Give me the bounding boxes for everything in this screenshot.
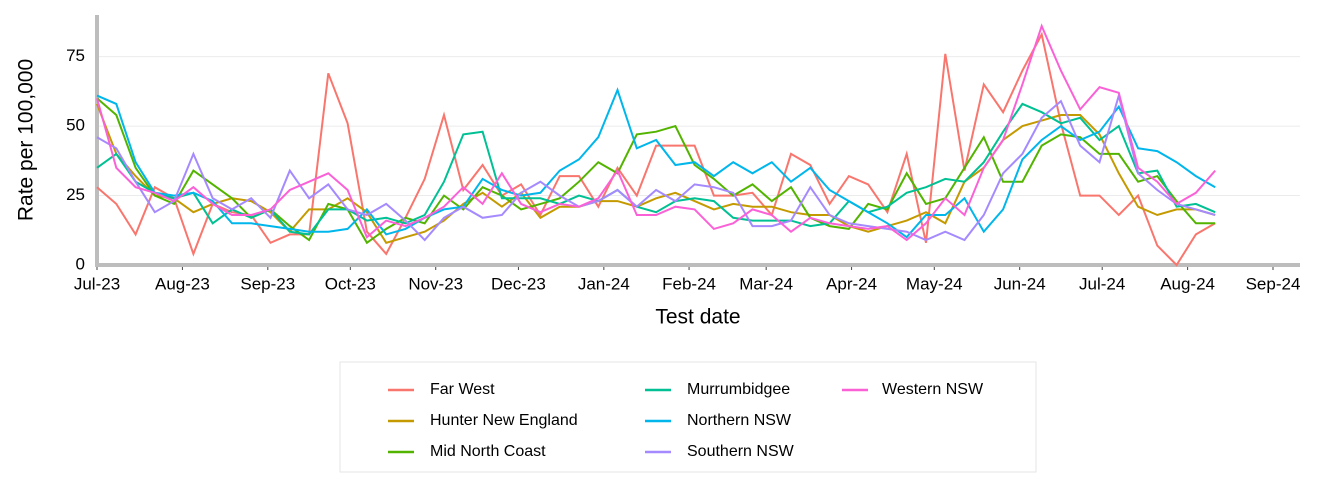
series-line	[96, 102, 1216, 236]
legend-label: Murrumbidgee	[687, 381, 790, 398]
x-tick-label: Oct-23	[325, 274, 376, 293]
y-tick-label: 0	[76, 254, 85, 273]
x-tick-label: Feb-24	[662, 274, 716, 293]
legend-label: Northern NSW	[687, 412, 792, 429]
legend-label: Western NSW	[882, 381, 984, 398]
legend-label: Far West	[430, 381, 495, 398]
series-line	[96, 103, 1216, 244]
x-tick-label: May-24	[906, 274, 963, 293]
x-tick-label: Jan-24	[578, 274, 630, 293]
y-tick-label: 50	[66, 116, 85, 135]
x-tick-label: Apr-24	[826, 274, 877, 293]
x-tick-label: Aug-24	[1160, 274, 1215, 293]
x-tick-label: Dec-23	[491, 274, 546, 293]
series-line	[96, 97, 1216, 245]
x-tick-label: Jul-24	[1079, 274, 1125, 293]
y-tick-label: 25	[66, 185, 85, 204]
legend-label: Mid North Coast	[430, 443, 546, 460]
legend-box	[339, 361, 1037, 473]
y-axis-label: Rate per 100,000	[15, 59, 38, 221]
x-tick-label: Sep-24	[1246, 274, 1301, 293]
y-tick-label: 75	[66, 46, 85, 65]
legend-label: Southern NSW	[687, 443, 795, 460]
series-line	[96, 31, 1216, 267]
series-line	[96, 87, 1216, 239]
x-tick-label: Aug-23	[155, 274, 210, 293]
x-tick-label: Jul-23	[74, 274, 120, 293]
x-tick-label: Sep-23	[240, 274, 295, 293]
series-line	[96, 23, 1216, 242]
legend-label: Hunter New England	[430, 412, 578, 429]
x-tick-label: Mar-24	[739, 274, 793, 293]
x-tick-label: Jun-24	[994, 274, 1046, 293]
x-axis-label: Test date	[655, 306, 740, 329]
x-tick-label: Nov-23	[408, 274, 463, 293]
series-line	[96, 91, 1216, 242]
